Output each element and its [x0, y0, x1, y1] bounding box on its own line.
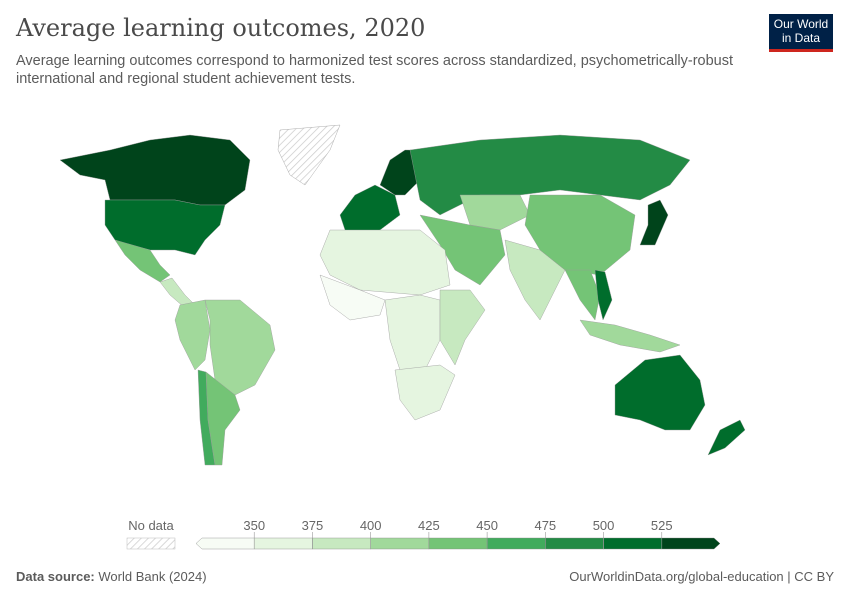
legend-bin-1[interactable] — [254, 537, 313, 550]
region-canada[interactable] — [59, 134, 251, 206]
region-indonesia[interactable] — [579, 319, 681, 353]
legend-tick-label: 350 — [243, 518, 265, 533]
legend-bin-4[interactable] — [428, 537, 488, 550]
chart-subtitle: Average learning outcomes correspond to … — [16, 53, 734, 87]
legend-tick-label: 450 — [476, 518, 498, 533]
region-southeast-asia[interactable] — [564, 269, 601, 321]
legend-bin-7[interactable] — [603, 537, 662, 550]
region-japan[interactable] — [639, 199, 669, 246]
region-new-zealand[interactable] — [707, 419, 746, 456]
legend-tick-label: 475 — [534, 518, 556, 533]
legend-tick-label: 375 — [302, 518, 324, 533]
data-source: Data source: World Bank (2024) — [16, 569, 207, 584]
source-link[interactable]: OurWorldinData.org/global-education | CC… — [569, 569, 834, 584]
legend-bin-5[interactable] — [486, 537, 546, 550]
legend-tick-label: 400 — [360, 518, 382, 533]
logo-line1: Our World — [773, 17, 829, 31]
region-australia[interactable] — [614, 354, 706, 431]
region-southern-africa[interactable] — [394, 364, 456, 421]
region-east-africa[interactable] — [439, 289, 486, 366]
region-greenland[interactable] — [277, 124, 341, 186]
legend: No data 350 375 400 425 450 475 500 525 — [126, 518, 721, 550]
owid-logo[interactable]: Our World in Data — [769, 14, 833, 52]
legend-bin-0[interactable] — [195, 537, 255, 550]
legend-bin-8[interactable] — [661, 537, 721, 550]
legend-tick-label: 525 — [651, 518, 673, 533]
region-andean-south-america[interactable] — [174, 299, 211, 371]
region-brazil[interactable] — [204, 299, 276, 396]
region-central-asia[interactable] — [459, 194, 531, 231]
region-vietnam[interactable] — [594, 269, 613, 321]
legend-bin-6[interactable] — [545, 537, 604, 550]
legend-tick-label: 500 — [593, 518, 615, 533]
region-argentina[interactable] — [205, 371, 241, 466]
logo-line2: in Data — [781, 31, 821, 45]
legend-bin-2[interactable] — [312, 537, 371, 550]
chart-title: Average learning outcomes, 2020 — [16, 14, 426, 42]
legend-no-data-label: No data — [128, 518, 174, 533]
region-west-africa[interactable] — [319, 274, 386, 321]
legend-tick-label: 425 — [418, 518, 440, 533]
region-mexico[interactable] — [114, 239, 171, 283]
legend-bin-3[interactable] — [370, 537, 430, 550]
legend-no-data-swatch[interactable] — [126, 537, 176, 550]
region-central-africa[interactable] — [384, 294, 441, 371]
